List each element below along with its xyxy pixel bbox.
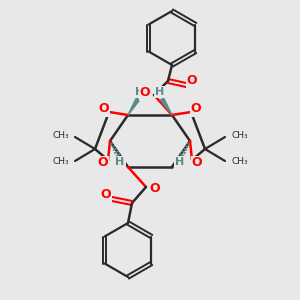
Text: O: O bbox=[140, 86, 150, 100]
Polygon shape bbox=[128, 98, 140, 115]
Text: CH₃: CH₃ bbox=[52, 158, 69, 166]
Polygon shape bbox=[160, 98, 172, 115]
Text: O: O bbox=[187, 74, 197, 86]
Text: O: O bbox=[99, 103, 109, 116]
Text: O: O bbox=[192, 157, 202, 169]
Text: H: H bbox=[116, 157, 124, 167]
Text: H: H bbox=[176, 157, 184, 167]
Text: O: O bbox=[191, 103, 201, 116]
Text: O: O bbox=[98, 157, 108, 169]
Text: H: H bbox=[155, 87, 165, 97]
Text: CH₃: CH₃ bbox=[231, 158, 247, 166]
Text: CH₃: CH₃ bbox=[231, 131, 247, 140]
Text: O: O bbox=[101, 188, 111, 200]
Text: O: O bbox=[150, 182, 160, 196]
Text: CH₃: CH₃ bbox=[52, 131, 69, 140]
Text: H: H bbox=[135, 87, 145, 97]
